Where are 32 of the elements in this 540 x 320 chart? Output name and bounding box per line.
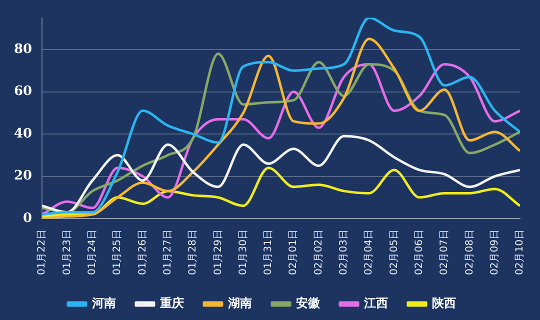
y-tick-label: 80 (14, 42, 32, 57)
x-tick-label: 01月23日 (62, 230, 73, 276)
x-tick-label: 02月10日 (514, 230, 526, 276)
x-tick-label: 02月01日 (288, 230, 300, 276)
x-tick-label: 01月27日 (162, 230, 174, 276)
x-tick-label: 01月28日 (188, 230, 199, 276)
y-tick-label: 20 (14, 168, 32, 184)
x-tick-label: 02月03日 (338, 230, 350, 276)
x-tick-label: 02月06日 (414, 230, 425, 276)
x-tick-label: 01月30日 (238, 230, 249, 276)
line-series (42, 134, 520, 214)
x-tick-label: 02月04日 (364, 230, 375, 276)
x-tick-label: 02月02日 (313, 230, 324, 276)
y-tick-label: 0 (23, 210, 32, 226)
x-tick-label: 01月26日 (137, 230, 148, 276)
legend-label: 陕西 (432, 296, 456, 310)
x-tick-label: 01月22日 (36, 230, 48, 276)
legend-label: 重庆 (159, 296, 184, 310)
legend-label: 河南 (91, 296, 116, 310)
x-tick-label: 02月08日 (464, 230, 476, 276)
legend-label: 湖南 (227, 296, 252, 310)
x-tick-label: 02月07日 (439, 230, 450, 276)
y-tick-label: 60 (14, 84, 32, 100)
x-tick-label: 01月29日 (212, 230, 224, 276)
x-tick-label: 02月05日 (388, 230, 400, 276)
legend-label: 安徽 (296, 296, 321, 310)
x-tick-label: 02月09日 (489, 230, 500, 276)
legend-label: 江西 (363, 296, 388, 310)
y-tick-label: 40 (14, 126, 32, 142)
x-tick-label: 01月25日 (112, 230, 124, 276)
x-tick-label: 01月31日 (263, 230, 274, 276)
x-tick-label: 01月24日 (86, 230, 98, 276)
